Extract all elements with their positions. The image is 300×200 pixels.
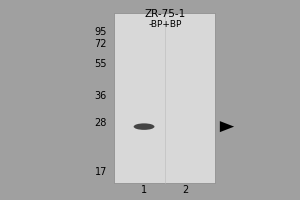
Text: 28: 28 (94, 118, 107, 128)
Text: 1: 1 (141, 185, 147, 195)
Text: 55: 55 (94, 59, 107, 69)
Text: ZR-75-1: ZR-75-1 (144, 9, 185, 19)
Text: 36: 36 (95, 91, 107, 101)
Polygon shape (220, 121, 234, 132)
Text: 17: 17 (94, 167, 107, 177)
FancyBboxPatch shape (114, 13, 215, 183)
Text: 72: 72 (94, 39, 107, 49)
Text: 95: 95 (94, 27, 107, 37)
Text: -BP+BP: -BP+BP (148, 20, 182, 29)
Ellipse shape (134, 123, 154, 130)
Text: 2: 2 (182, 185, 189, 195)
